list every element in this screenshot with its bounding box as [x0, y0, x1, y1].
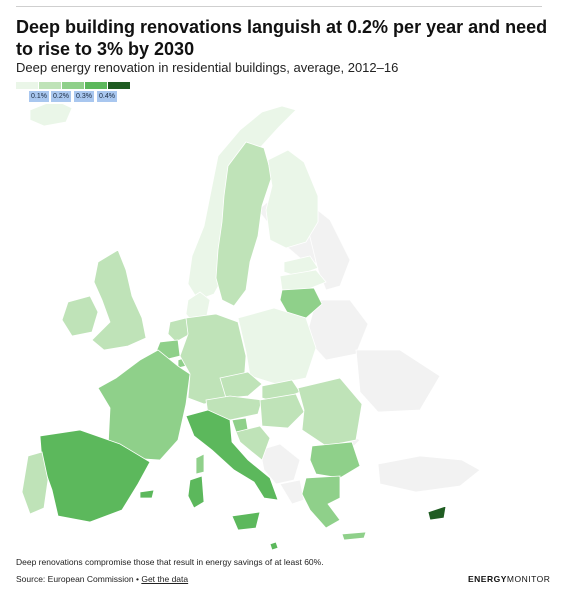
source-text: Source: European Commission • [16, 574, 142, 584]
legend-tick: 0.3% [74, 91, 94, 102]
top-rule [16, 6, 542, 7]
region-latvia [279, 269, 327, 291]
no-data-region-2 [355, 349, 441, 413]
region-malta [269, 541, 279, 550]
region-spain [39, 429, 151, 523]
no-data-region-5 [279, 479, 305, 505]
footnote: Deep renovations compromise those that r… [16, 557, 324, 567]
legend-swatch-0 [16, 82, 38, 89]
region-ireland [61, 295, 99, 337]
region-czechia [219, 371, 263, 399]
region-romania [297, 377, 363, 447]
legend-swatch-1 [39, 82, 61, 89]
region-hungary [259, 393, 305, 429]
no-data-region-4 [377, 455, 481, 493]
region-croatia [235, 425, 271, 461]
legend-swatch-4 [108, 82, 130, 89]
legend-tick: 0.1% [29, 91, 49, 102]
region-netherlands [167, 317, 191, 343]
region-balearics [139, 489, 155, 499]
region-finland [265, 149, 319, 249]
region-poland [237, 307, 317, 385]
region-greece [301, 475, 341, 529]
region-crete [341, 531, 367, 541]
chart-subtitle: Deep energy renovation in residential bu… [16, 60, 399, 75]
region-bulgaria [309, 441, 361, 479]
source-line: Source: European Commission • Get the da… [16, 574, 188, 584]
no-data-region-3 [259, 443, 301, 485]
region-cyprus [427, 505, 447, 521]
legend-tick: 0.2% [51, 91, 71, 102]
region-corsica [195, 453, 205, 475]
legend-tick: 0.4% [97, 91, 117, 102]
region-portugal [21, 451, 49, 515]
europe-map [21, 104, 481, 550]
region-france [97, 349, 191, 461]
region-sardinia [187, 475, 205, 509]
region-united-kingdom [91, 249, 147, 351]
legend-swatch-3 [85, 82, 107, 89]
region-iceland [29, 104, 73, 127]
region-sweden [215, 141, 273, 307]
energy-monitor-logo: ENERGYMONITOR [468, 574, 551, 584]
chart-title: Deep building renovations languish at 0.… [16, 17, 548, 59]
region-sicily [231, 511, 261, 531]
region-italy [185, 409, 279, 501]
legend-swatch-2 [62, 82, 84, 89]
get-the-data-link[interactable]: Get the data [141, 574, 189, 584]
